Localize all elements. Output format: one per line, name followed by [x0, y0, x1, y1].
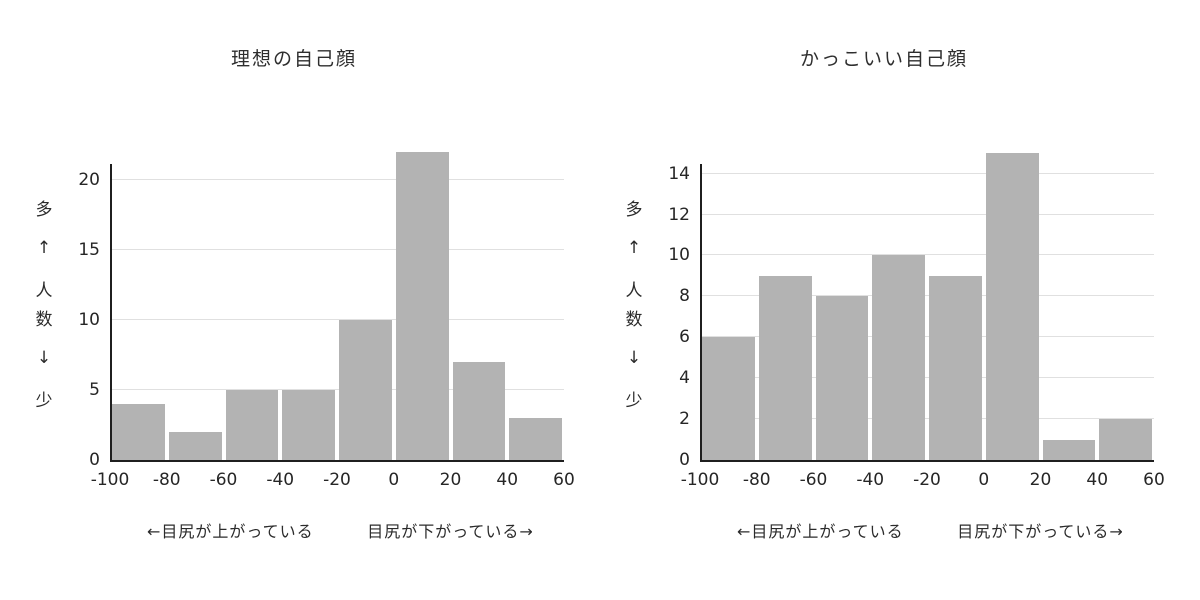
chart-cool-self-face: かっこいい自己顔 多 ↑ 人数 ↓ 少 0 2 4 6 8 10 12 14 -100 -80 -60 -4…	[614, 46, 1165, 542]
x-axis-annotation-right: 目尻が下がっている→	[367, 522, 534, 541]
bar	[112, 404, 165, 460]
plot-area: 0 2 4 6 8 10 12 14	[668, 145, 1154, 470]
y-axis-line	[700, 164, 702, 460]
x-axis-ticks: -100 -80 -60 -40 -20 0 20 40 60	[681, 462, 1165, 492]
bar	[452, 362, 506, 460]
x-tick-label: 40	[1086, 470, 1109, 490]
chart-title: かっこいい自己顔	[799, 48, 968, 70]
gridline	[700, 172, 1154, 174]
x-tick-label: 0	[388, 470, 400, 490]
y-tick-label: 15	[78, 240, 100, 260]
bar	[929, 275, 982, 460]
y-axis-label-char: 人	[35, 280, 53, 301]
x-tick-label: -40	[266, 470, 295, 490]
chart-ideal-self-face: 理想の自己顔 多 ↑ 人数 ↓ 少 0 5 10 15 20 -100 -80 -60 -40 -20 0…	[24, 46, 575, 542]
x-tick-label: -20	[323, 470, 351, 490]
x-tick-label: 60	[553, 470, 575, 490]
x-tick-label: -80	[152, 470, 181, 490]
plot-area: 0 5 10 15 20	[78, 145, 564, 470]
x-tick-label: -40	[856, 470, 885, 490]
x-axis-annotation-left: ←目尻が上がっている	[146, 522, 314, 541]
y-axis-label-char: ↓	[626, 347, 642, 368]
y-tick-label: 10	[78, 310, 100, 331]
y-axis-label-char: ↑	[36, 237, 52, 258]
y-tick-label: 0	[89, 450, 100, 470]
y-axis-label-char: ↑	[626, 237, 642, 258]
y-tick-label: 4	[679, 368, 690, 389]
gridline	[700, 213, 1154, 215]
chart-title: 理想の自己顔	[230, 48, 357, 70]
y-axis-label-char: 数	[35, 309, 53, 330]
y-axis-label-char: 数	[625, 309, 643, 330]
y-axis-label-char: ↓	[36, 347, 52, 368]
bar	[1042, 439, 1096, 460]
x-tick-label: 40	[496, 470, 519, 490]
bar	[702, 337, 755, 460]
gridline	[700, 336, 1154, 338]
y-axis-vertical-label: 多 ↑ 人数 ↓ 少	[24, 145, 64, 460]
x-tick-label: -100	[90, 470, 130, 490]
bar	[225, 390, 279, 460]
gridline	[700, 254, 1154, 256]
y-tick-label: 12	[668, 204, 690, 225]
bar	[815, 296, 869, 460]
x-tick-label: 60	[1143, 470, 1165, 490]
charts-row: 理想の自己顔 多 ↑ 人数 ↓ 少 0 5 10 15 20 -100 -80 -60 -40 -20 0…	[24, 46, 1165, 542]
gridline	[700, 295, 1154, 297]
bar	[509, 418, 562, 460]
y-axis-line	[110, 164, 112, 460]
gridline	[700, 418, 1154, 420]
y-tick-label: 14	[668, 163, 690, 184]
bar	[872, 255, 925, 460]
y-axis-label-char: 人	[625, 280, 643, 301]
x-tick-label: -100	[680, 470, 720, 490]
x-tick-label: 20	[439, 470, 462, 490]
y-tick-label: 8	[679, 286, 690, 307]
y-axis-vertical-label: 多 ↑ 人数 ↓ 少	[614, 145, 654, 460]
gridline	[110, 179, 564, 181]
bar	[985, 153, 1039, 460]
x-axis-ticks: -100 -80 -60 -40 -20 0 20 40 60	[91, 462, 575, 492]
y-tick-label: 5	[89, 380, 100, 401]
bar	[758, 275, 812, 460]
x-tick-label: -20	[913, 470, 941, 490]
y-tick-label: 0	[679, 450, 690, 470]
y-axis-label-char: 少	[625, 390, 643, 411]
bar	[339, 320, 392, 460]
x-tick-label: -60	[799, 470, 828, 490]
bar	[282, 390, 335, 460]
y-tick-label: 10	[668, 245, 690, 266]
gridline	[110, 249, 564, 250]
x-tick-label: 0	[978, 470, 990, 490]
bar	[1099, 419, 1152, 460]
x-tick-label: -60	[209, 470, 238, 490]
x-axis-annotation-right: 目尻が下がっている→	[957, 522, 1124, 541]
gridline	[700, 377, 1154, 379]
y-axis-label-char: 多	[625, 199, 643, 220]
gridline	[110, 389, 564, 391]
y-axis-label-char: 少	[35, 390, 53, 411]
y-tick-label: 6	[679, 327, 690, 348]
bar	[168, 432, 222, 460]
x-axis-annotation-left: ←目尻が上がっている	[736, 522, 904, 541]
x-tick-label: 20	[1029, 470, 1052, 490]
y-tick-label: 2	[679, 409, 690, 430]
bar	[395, 152, 449, 460]
x-tick-label: -80	[742, 470, 771, 490]
gridline	[110, 319, 564, 321]
y-tick-label: 20	[78, 170, 100, 191]
y-axis-label-char: 多	[35, 199, 53, 220]
